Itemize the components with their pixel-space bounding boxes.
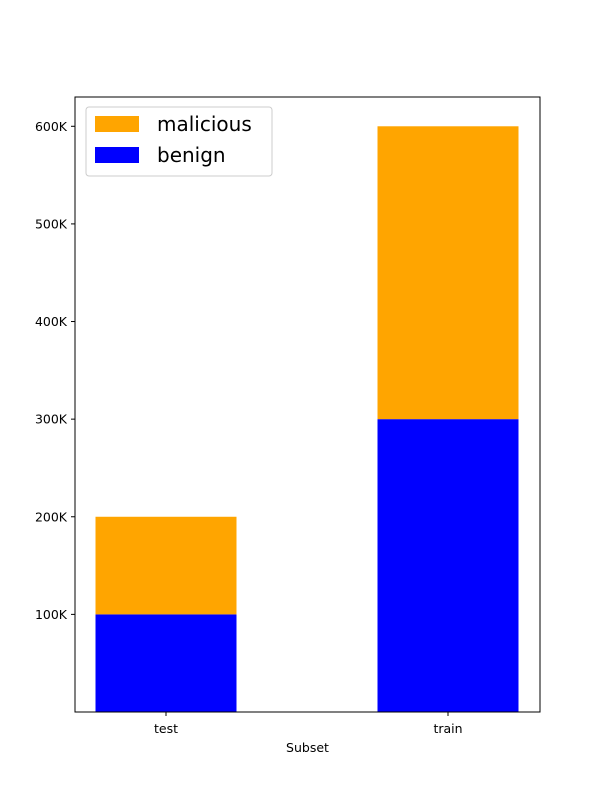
legend-label-malicious: malicious [157,112,252,136]
plot-frame [74,96,541,713]
bar-malicious-train [377,126,519,420]
legend: malicious benign [85,106,273,177]
x-axis-label: Subset [286,740,329,755]
y-tick-label: 200K [35,509,68,524]
y-tick-label: 600K [35,119,68,134]
y-tick-label: 500K [35,216,68,231]
bar-malicious-test [95,516,237,615]
x-tick-label: train [433,721,462,736]
legend-swatch-malicious [95,116,139,132]
axes-group: 100K 200K 300K 400K 500K 600K test train [35,96,541,736]
y-tick-label: 100K [35,607,68,622]
bars-group [95,126,519,712]
bar-benign-test [95,614,237,712]
bar-benign-train [377,419,519,712]
y-tick-label: 400K [35,314,68,329]
x-tick-label: test [154,721,178,736]
y-tick-label: 300K [35,412,68,427]
legend-swatch-benign [95,147,139,163]
legend-label-benign: benign [157,143,226,167]
